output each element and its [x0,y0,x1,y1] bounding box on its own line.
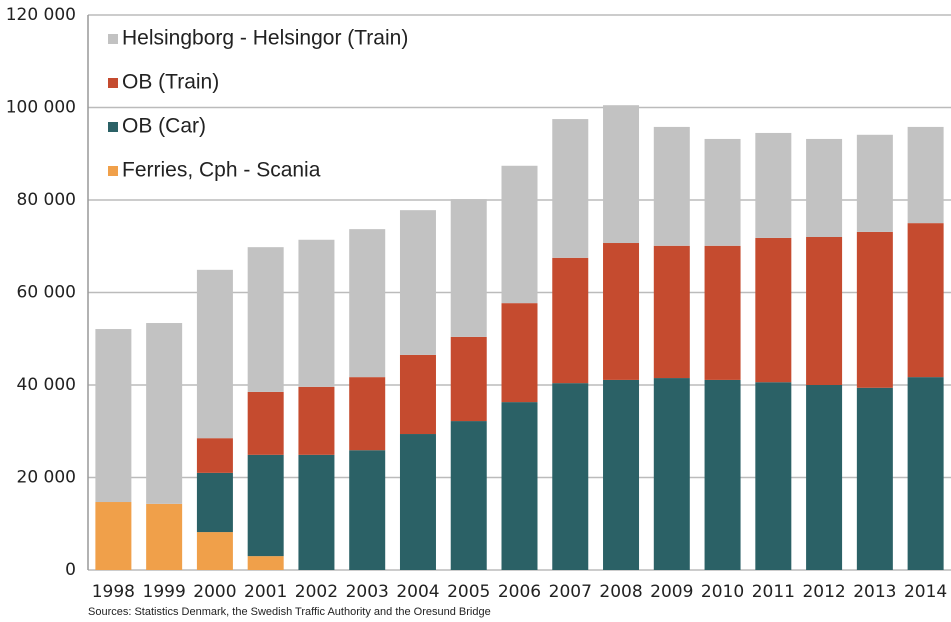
x-tick-label: 2013 [853,582,896,602]
y-tick-label: 100 000 [6,98,76,118]
bar-segment [755,132,792,238]
y-tick-label: 20 000 [17,468,76,488]
bar-segment [399,354,436,435]
bar-segment [653,126,690,246]
legend-label: Helsingborg - Helsingor (Train) [122,27,408,50]
y-tick-label: 40 000 [17,375,76,395]
x-tick-label: 2009 [650,582,693,602]
bar-segment [907,126,944,224]
legend-swatch [108,78,118,88]
bar-segment [603,379,640,570]
bar-segment [196,472,233,533]
x-tick-label: 2010 [701,582,744,602]
bar-segment [247,556,284,570]
source-note: Sources: Statistics Denmark, the Swedish… [88,606,491,618]
y-tick-label: 80 000 [17,190,76,210]
bar-segment [196,532,233,570]
bar-segment [247,247,284,392]
bar-segment [349,377,386,451]
x-tick-label: 2002 [295,582,338,602]
x-tick-label: 2011 [752,582,795,602]
bar-segment [95,502,132,570]
bar-segment [653,245,690,379]
bar-segment [349,450,386,570]
bar-segment [450,421,487,570]
x-tick-label: 2007 [549,582,592,602]
x-tick-label: 2004 [396,582,439,602]
x-tick-label: 2006 [498,582,541,602]
bar-segment [450,336,487,422]
bar-segment [806,237,843,385]
bar-segment [146,503,183,570]
bar-segment [552,257,589,384]
bar-segment [704,138,741,246]
legend-swatch [108,122,118,132]
x-tick-label: 1998 [92,582,135,602]
bar-segment [298,386,335,455]
x-tick-label: 2008 [599,582,642,602]
x-tick-label: 1999 [143,582,186,602]
x-tick-label: 2014 [904,582,947,602]
bar-segment [399,210,436,355]
x-tick-label: 2001 [244,582,287,602]
bar-segment [755,237,792,383]
bar-segment [907,377,944,570]
bar-segment [856,231,893,388]
bar-segment [806,385,843,570]
bar-segment [196,269,233,439]
x-tick-label: 2005 [447,582,490,602]
bar-segment [856,134,893,232]
bar-segment [653,378,690,570]
bar-segment [196,438,233,473]
x-tick-label: 2003 [346,582,389,602]
bar-segment [298,239,335,387]
bar-segment [298,454,335,570]
bar-segment [552,383,589,570]
bar-segment [247,454,284,557]
bar-segment [399,434,436,570]
y-tick-label: 0 [65,560,76,580]
x-tick-label: 2000 [193,582,236,602]
x-tick-label: 2012 [802,582,845,602]
legend-swatch [108,166,118,176]
legend-label: OB (Car) [122,115,206,138]
bar-segment [247,391,284,455]
y-tick-label: 60 000 [17,283,76,303]
bar-segment [704,245,741,380]
legend-label: Ferries, Cph - Scania [122,159,321,182]
bar-segment [95,329,132,503]
bar-segment [552,119,589,258]
bar-segment [907,223,944,378]
bar-segment [146,323,183,504]
bar-segment [349,229,386,378]
bar-segment [755,382,792,570]
bar-segment [501,165,538,304]
y-tick-label: 120 000 [6,5,76,25]
bar-segment [603,105,640,244]
bar-segment [856,387,893,570]
bar-segment [603,243,640,380]
bar-segment [806,138,843,237]
bar-segment [501,402,538,570]
bar-segment [450,199,487,337]
legend-label: OB (Train) [122,71,219,94]
legend-swatch [108,34,118,44]
bar-segment [501,303,538,403]
bar-segment [704,379,741,570]
